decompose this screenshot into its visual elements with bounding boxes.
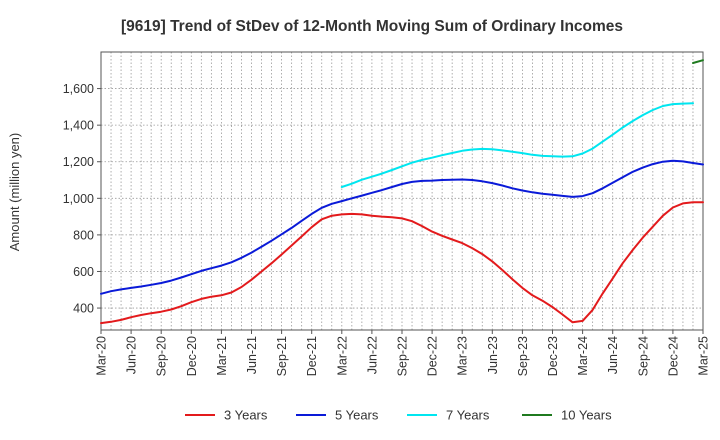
plot-area	[100, 51, 704, 331]
x-tick-label: Sep-21	[275, 336, 289, 376]
x-tick-label: Sep-24	[636, 336, 650, 376]
y-tick-label: 1,000	[63, 192, 94, 206]
x-tick-label: Dec-21	[305, 336, 319, 376]
x-tick-label: Sep-23	[516, 336, 530, 376]
legend-label-10-years: 10 Years	[561, 408, 612, 423]
x-tick-label: Mar-22	[335, 336, 349, 376]
x-tick-label: Sep-22	[396, 336, 410, 376]
series-line-3-years	[100, 201, 704, 325]
x-tick-label: Sep-20	[155, 336, 169, 376]
x-tick-label: Mar-20	[95, 336, 109, 376]
y-tick-label: 800	[73, 228, 94, 242]
x-tick-label: Dec-22	[426, 336, 440, 376]
x-axis-ticks: Mar-20 Jun-20 Sep-20 Dec-20 Mar-21 Jun-21 Sep-…	[95, 330, 711, 376]
x-tick-label: Mar-25	[697, 336, 711, 376]
x-tick-label: Dec-24	[666, 336, 680, 376]
series-line-10-years	[692, 59, 704, 64]
x-tick-label: Jun-20	[125, 336, 139, 374]
x-tick-label: Jun-22	[365, 336, 379, 374]
x-tick-label: Jun-21	[245, 336, 259, 374]
legend: 3 Years 5 Years 7 Years 10 Years	[185, 408, 612, 423]
chart-title: [9619] Trend of StDev of 12-Month Moving…	[121, 18, 623, 35]
y-tick-label: 600	[73, 265, 94, 279]
y-tick-label: 400	[73, 302, 94, 316]
grid	[101, 52, 703, 330]
x-tick-label: Dec-23	[546, 336, 560, 376]
y-tick-label: 1,600	[63, 82, 94, 96]
x-tick-label: Dec-20	[185, 336, 199, 376]
series-line-5-years	[100, 159, 704, 295]
x-tick-label: Mar-23	[456, 336, 470, 376]
y-tick-label: 1,200	[63, 155, 94, 169]
x-tick-label: Jun-23	[486, 336, 500, 374]
x-tick-label: Mar-21	[215, 336, 229, 376]
legend-label-5-years: 5 Years	[335, 408, 379, 423]
y-tick-label: 1,400	[63, 119, 94, 133]
legend-label-3-years: 3 Years	[224, 408, 268, 423]
series-lines	[100, 59, 704, 325]
series-line-7-years	[340, 102, 694, 188]
y-axis-label: Amount (million yen)	[7, 133, 22, 252]
x-tick-label: Mar-24	[576, 336, 590, 376]
x-tick-label: Jun-24	[606, 336, 620, 374]
y-axis-ticks: 400 600 800 1,000 1,200 1,400 1,600	[63, 82, 101, 316]
legend-label-7-years: 7 Years	[446, 408, 490, 423]
